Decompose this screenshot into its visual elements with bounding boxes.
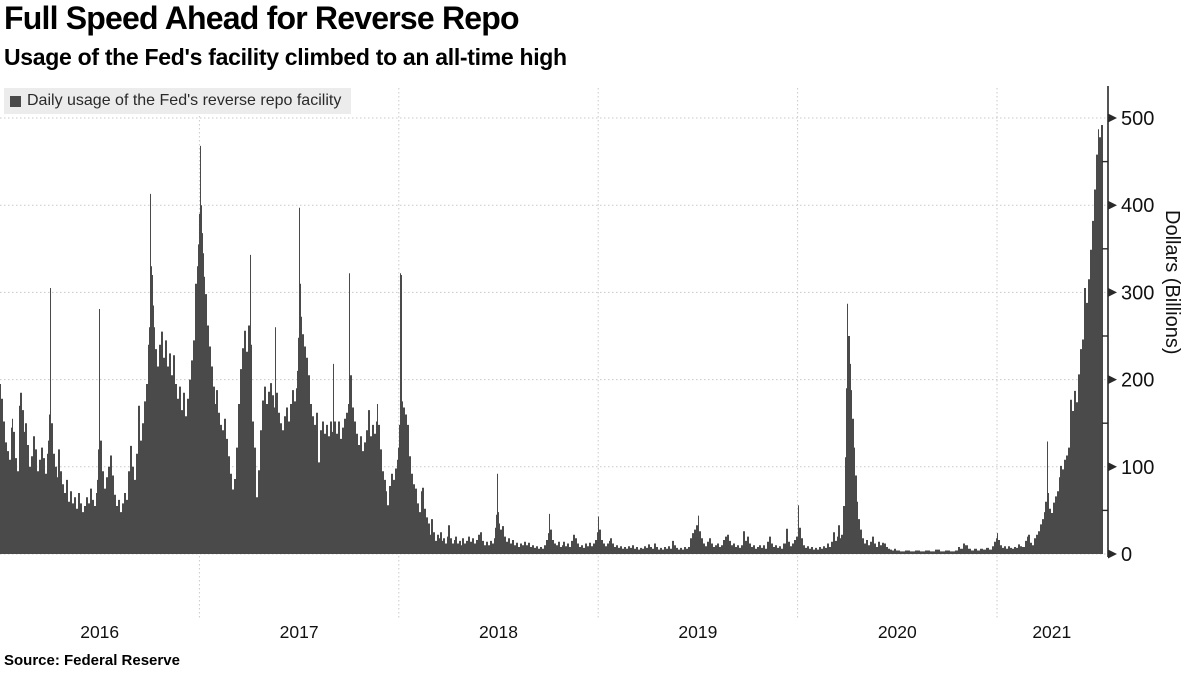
y-tick-arrow-icon: [1108, 113, 1117, 123]
y-tick-label: 0: [1121, 544, 1132, 566]
y-tick-label: 500: [1121, 108, 1154, 130]
page-subtitle: Usage of the Fed's facility climbed to a…: [4, 44, 567, 70]
x-tick-label: 2016: [80, 622, 119, 642]
y-tick-arrow-icon: [1108, 375, 1117, 385]
x-tick-label: 2021: [1032, 622, 1071, 642]
y-axis: 0 100 200 300 400 500: [1102, 86, 1154, 566]
x-year-labels: 2016 2017 2018 2019 2020 2021: [80, 622, 1071, 642]
x-tick-label: 2020: [878, 622, 917, 642]
y-axis-title: Dollars (Billions): [1161, 210, 1183, 355]
y-tick-arrow-icon: [1108, 462, 1117, 472]
y-tick-arrow-icon: [1108, 200, 1117, 210]
legend-swatch-icon: [10, 95, 21, 107]
y-tick-label: 100: [1121, 457, 1154, 479]
y-tick-arrow-icon: [1108, 549, 1117, 559]
legend-label: Daily usage of the Fed's reverse repo fa…: [27, 92, 342, 109]
x-tick-label: 2017: [280, 622, 319, 642]
y-tick-label: 300: [1121, 282, 1154, 304]
source-note: Source: Federal Reserve: [4, 652, 180, 669]
legend: Daily usage of the Fed's reverse repo fa…: [4, 88, 352, 114]
y-tick-arrow-icon: [1108, 287, 1117, 297]
y-tick-label: 200: [1121, 370, 1154, 392]
x-tick-label: 2019: [678, 622, 717, 642]
bars-series: [0, 125, 1103, 554]
y-tick-label: 400: [1121, 195, 1154, 217]
x-tick-label: 2018: [479, 622, 518, 642]
page-title: Full Speed Ahead for Reverse Repo: [4, 0, 520, 36]
